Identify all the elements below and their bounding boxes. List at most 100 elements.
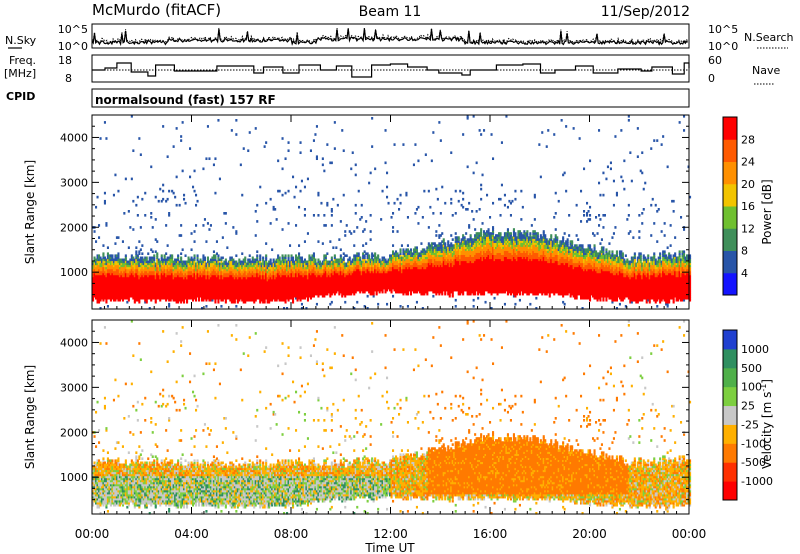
power-cell — [362, 244, 364, 247]
power-cell — [377, 303, 379, 306]
power-cell — [137, 214, 139, 217]
power-cell — [94, 230, 96, 233]
power-cell — [138, 240, 140, 243]
power-cell — [225, 259, 227, 262]
power-cell — [174, 196, 176, 199]
power-cell — [98, 236, 100, 239]
power-cell — [132, 149, 134, 152]
power-cell — [202, 224, 204, 227]
power-cell — [298, 206, 300, 209]
power-cell — [392, 230, 394, 233]
power-cell — [146, 257, 148, 260]
power-cell — [122, 240, 124, 243]
power-cell — [141, 198, 143, 201]
power-cell — [285, 157, 287, 160]
power-cell — [423, 190, 425, 193]
power-cell — [189, 176, 191, 179]
power-cell — [235, 119, 237, 122]
power-cell — [295, 186, 297, 189]
power-cell — [214, 157, 216, 160]
power-cell — [102, 244, 104, 247]
power-cell — [277, 160, 279, 163]
power-cell — [338, 238, 340, 241]
power-cell — [194, 190, 196, 193]
power-cell — [292, 257, 294, 260]
power-cell — [180, 139, 182, 142]
power-cell — [249, 254, 251, 257]
power-cell — [185, 202, 187, 205]
noise-left-bottom-tick: 10^0 — [58, 40, 88, 53]
power-cell — [153, 254, 155, 257]
power-cell — [135, 204, 137, 207]
power-cell — [317, 214, 319, 217]
power-cell — [282, 228, 284, 231]
noise-panel-frame — [92, 24, 689, 48]
power-cell — [202, 168, 204, 171]
power-cell — [416, 301, 418, 304]
power-cell — [98, 224, 100, 227]
power-cell — [370, 172, 372, 175]
power-cell — [386, 172, 388, 175]
power-cell — [322, 157, 324, 160]
power-cell — [405, 192, 407, 195]
power-cell — [204, 257, 206, 260]
power-cell — [152, 226, 154, 229]
power-cell — [386, 186, 388, 189]
power-cell — [155, 218, 157, 221]
power-cell — [225, 212, 227, 215]
power-cell — [213, 250, 215, 253]
power-cell — [350, 232, 352, 235]
power-cell — [208, 228, 210, 231]
power-cell — [191, 248, 193, 251]
power-cell — [140, 248, 142, 251]
power-cell — [177, 254, 179, 257]
power-cell — [140, 226, 142, 229]
power-cell — [288, 190, 290, 193]
power-cell — [367, 295, 369, 298]
power-cell — [294, 196, 296, 199]
power-cell — [265, 202, 267, 205]
power-cell — [417, 206, 419, 209]
power-cell — [331, 208, 333, 211]
cpid-panel: normalsound (fast) 157 RF — [92, 89, 689, 107]
power-cell — [316, 155, 318, 158]
power-cell — [394, 202, 396, 205]
power-cell — [259, 186, 261, 189]
power-cell — [144, 214, 146, 217]
power-cell — [282, 194, 284, 197]
power-cell — [195, 224, 197, 227]
power-cell — [343, 149, 345, 152]
power-cell — [301, 303, 303, 306]
power-cell — [282, 137, 284, 140]
power-cell — [371, 145, 373, 148]
power-cell — [343, 194, 345, 197]
power-cell — [385, 162, 387, 165]
power-cell — [183, 198, 185, 201]
power-cell — [194, 240, 196, 243]
power-cell — [417, 160, 419, 163]
power-cell — [323, 170, 325, 173]
power-cell — [288, 141, 290, 144]
power-cell — [182, 121, 184, 124]
power-cell — [135, 250, 137, 253]
power-cell — [182, 248, 184, 251]
power-cell — [214, 192, 216, 195]
power-cell — [220, 305, 222, 308]
power-cell — [183, 194, 185, 197]
power-cell — [370, 230, 372, 233]
power-cell — [107, 246, 109, 249]
power-cell — [394, 143, 396, 146]
power-cell — [141, 252, 143, 255]
power-cell — [407, 305, 409, 308]
power-cell — [364, 228, 366, 231]
power-cell — [353, 230, 355, 233]
power-cell — [392, 226, 394, 229]
power-cell — [371, 117, 373, 120]
power-cell — [226, 246, 228, 249]
power-cell — [370, 214, 372, 217]
power-cell — [288, 149, 290, 152]
power-cell — [197, 254, 199, 257]
power-cell — [114, 242, 116, 245]
noise-panel: N.Sky 10^5 10^0 10^5 10^0 N.Search — [5, 23, 794, 53]
power-cell — [352, 151, 354, 154]
